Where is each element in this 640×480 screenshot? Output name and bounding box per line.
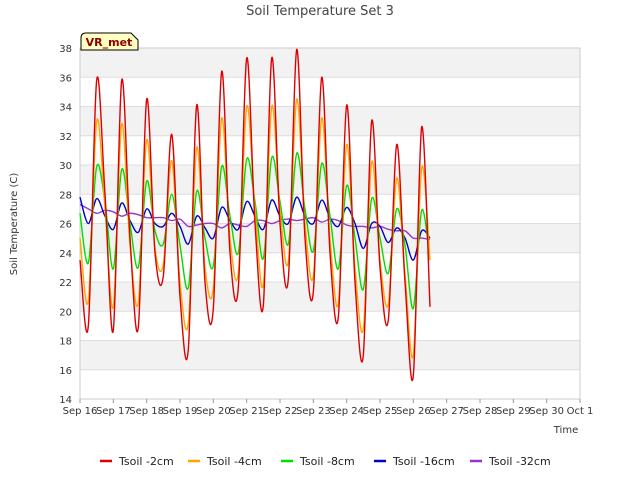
vr-met-badge: VR_met — [80, 32, 139, 51]
x-tick-label: Sep 19 — [163, 406, 198, 417]
x-tick-label: Sep 22 — [263, 406, 298, 417]
plot-band — [80, 48, 580, 78]
legend-label: Tsoil -8cm — [299, 455, 355, 468]
y-tick-label: 24 — [59, 249, 72, 260]
legend-label: Tsoil -2cm — [118, 455, 174, 468]
series-line-tsoil2cm — [79, 48, 431, 382]
plot-band — [80, 340, 580, 370]
x-tick-label: Sep 23 — [296, 406, 331, 417]
series-line-tsoil4cm — [79, 98, 431, 359]
plot-band — [80, 282, 580, 312]
legend: Tsoil -2cm Tsoil -4cm Tsoil -8cm Tsoil -16c… — [100, 455, 551, 468]
y-tick-label: 36 — [59, 73, 72, 84]
y-tick-label: 28 — [59, 190, 72, 201]
plot-frame — [79, 47, 581, 400]
x-tick-label: Sep 21 — [229, 406, 264, 417]
x-tick-label: Sep 28 — [463, 406, 498, 417]
y-tick-label: 20 — [59, 307, 72, 318]
y-axis-label: Soil Temperature (C) — [9, 173, 20, 276]
legend-label: Tsoil -32cm — [488, 455, 551, 468]
plot-band — [80, 77, 580, 107]
x-tick-label: Sep 24 — [329, 406, 364, 417]
plot-band — [80, 311, 580, 341]
x-tick-label: Sep 20 — [196, 406, 231, 417]
y-tick-label: 16 — [59, 366, 72, 377]
y-tick-label: 26 — [59, 220, 72, 231]
x-tick-label: Sep 25 — [363, 406, 398, 417]
x-tick-label: Sep 29 — [496, 406, 531, 417]
y-tick-label: 18 — [59, 337, 72, 348]
y-tick-label: 22 — [59, 278, 72, 289]
x-tick-label: Sep 16 — [63, 406, 98, 417]
x-tick-label: Sep 27 — [429, 406, 464, 417]
y-tick-label: 34 — [59, 103, 72, 114]
x-tick-label: Sep 17 — [96, 406, 131, 417]
x-tick-label: Sep 18 — [129, 406, 164, 417]
y-tick-label: 38 — [59, 44, 72, 55]
x-tick-label: Sep 30 — [529, 406, 564, 417]
y-tick-label: 14 — [59, 395, 72, 406]
plot-band — [80, 369, 580, 399]
x-tick-label: Oct 1 — [567, 406, 594, 417]
legend-label: Tsoil -4cm — [206, 455, 262, 468]
y-axis-ticks: 14 16 18 20 22 24 26 28 30 32 34 36 38 — [59, 44, 72, 406]
x-tick-label: Sep 26 — [396, 406, 431, 417]
plot-band — [80, 106, 580, 136]
x-axis-label: Time — [553, 425, 578, 436]
y-tick-label: 32 — [59, 132, 72, 143]
plot-band — [80, 135, 580, 165]
badge-label: VR_met — [86, 36, 133, 49]
plot-band — [80, 165, 580, 195]
legend-label: Tsoil -16cm — [392, 455, 455, 468]
y-tick-label: 30 — [59, 161, 72, 172]
series-lines — [79, 48, 431, 382]
chart-title: Soil Temperature Set 3 — [246, 4, 394, 19]
